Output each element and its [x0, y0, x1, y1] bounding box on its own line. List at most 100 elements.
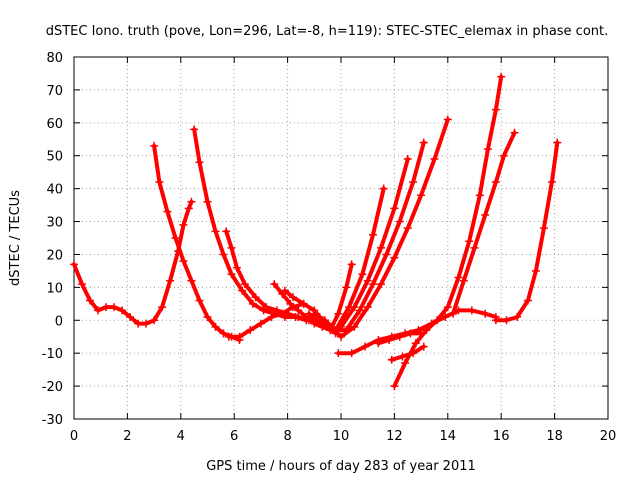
data-point	[334, 349, 343, 358]
series-trace	[493, 140, 560, 323]
data-point	[195, 158, 204, 167]
x-tick-label: 0	[70, 429, 78, 444]
data-point	[211, 227, 220, 236]
y-tick-label: 20	[46, 248, 63, 263]
data-point	[70, 260, 78, 269]
y-tick-label: 40	[46, 183, 63, 198]
data-point	[481, 309, 490, 318]
data-point	[390, 382, 399, 391]
series-5	[224, 299, 308, 341]
data-point	[465, 237, 474, 246]
data-point	[491, 316, 500, 325]
x-tick-label: 2	[123, 429, 131, 444]
data-point	[467, 306, 476, 315]
y-tick-label: 80	[46, 51, 63, 66]
data-point	[310, 309, 319, 318]
data-point	[401, 359, 410, 368]
series-layer	[70, 72, 562, 391]
data-point	[251, 293, 260, 302]
data-point	[379, 184, 388, 193]
data-point	[337, 332, 345, 341]
data-point	[270, 280, 279, 289]
series-6	[270, 260, 356, 335]
data-point	[102, 303, 111, 312]
data-point	[203, 197, 212, 206]
data-point	[470, 243, 479, 252]
data-point	[459, 276, 468, 285]
series-trace	[226, 301, 306, 339]
data-point	[246, 326, 255, 335]
data-point	[502, 316, 511, 325]
data-point	[187, 197, 196, 206]
x-tick-label: 12	[386, 429, 403, 444]
series-trace	[317, 117, 450, 339]
data-point	[86, 296, 95, 305]
axis-ticks: 0 2 4 6 8 10 12 14 16 18 20 -30 -20 -10 0 10 20 30 40 50 60 7…	[42, 51, 617, 444]
y-tick-label: 30	[46, 216, 63, 231]
data-point	[171, 234, 180, 242]
data-point	[163, 207, 172, 216]
data-point	[491, 178, 500, 187]
data-point	[363, 303, 372, 312]
y-tick-label: 60	[46, 117, 63, 132]
data-point	[134, 319, 143, 328]
series-1	[70, 197, 196, 328]
data-point	[523, 296, 532, 305]
series-trace	[152, 143, 242, 342]
data-point	[433, 316, 442, 325]
data-point	[422, 326, 431, 335]
series-trace	[72, 199, 194, 326]
data-point	[248, 299, 257, 308]
series-15	[449, 128, 519, 318]
data-point	[118, 306, 127, 315]
data-point	[553, 138, 562, 147]
data-point	[403, 224, 412, 233]
data-point	[398, 352, 407, 361]
data-point	[219, 250, 228, 259]
data-point	[369, 230, 378, 239]
data-point	[179, 257, 188, 266]
data-point	[497, 72, 506, 81]
series-2	[150, 141, 244, 345]
data-point	[363, 276, 372, 285]
grid	[74, 57, 608, 419]
data-point	[350, 322, 359, 331]
y-tick-label: 50	[46, 150, 63, 165]
x-tick-label: 20	[600, 429, 617, 444]
y-tick-label: 70	[46, 84, 63, 99]
data-point	[262, 303, 271, 312]
data-point	[155, 178, 164, 187]
x-tick-label: 14	[440, 429, 457, 444]
series-10	[315, 115, 452, 341]
data-point	[272, 306, 281, 315]
data-point	[411, 339, 420, 348]
series-16	[491, 138, 562, 325]
data-point	[203, 312, 212, 321]
data-point	[419, 342, 428, 351]
data-point	[499, 151, 508, 160]
data-point	[126, 312, 135, 321]
data-point	[377, 243, 386, 252]
x-tick-label: 16	[493, 429, 510, 444]
data-point	[390, 253, 399, 262]
data-point	[219, 329, 228, 338]
data-point	[390, 204, 399, 213]
data-point	[299, 299, 308, 308]
series-trace	[307, 157, 410, 333]
data-point	[187, 276, 196, 285]
data-point	[403, 155, 412, 164]
data-point	[235, 332, 244, 341]
data-point	[547, 178, 556, 187]
data-point	[240, 280, 249, 289]
data-point	[395, 217, 404, 226]
y-tick-label: -30	[42, 413, 63, 428]
data-point	[150, 141, 159, 150]
data-point	[475, 191, 484, 200]
y-tick-label: 10	[46, 281, 63, 296]
data-point	[395, 332, 404, 341]
data-point	[224, 332, 233, 341]
x-tick-label: 8	[283, 429, 291, 444]
x-tick-label: 4	[177, 429, 185, 444]
data-point	[288, 293, 297, 302]
data-point	[110, 303, 119, 312]
